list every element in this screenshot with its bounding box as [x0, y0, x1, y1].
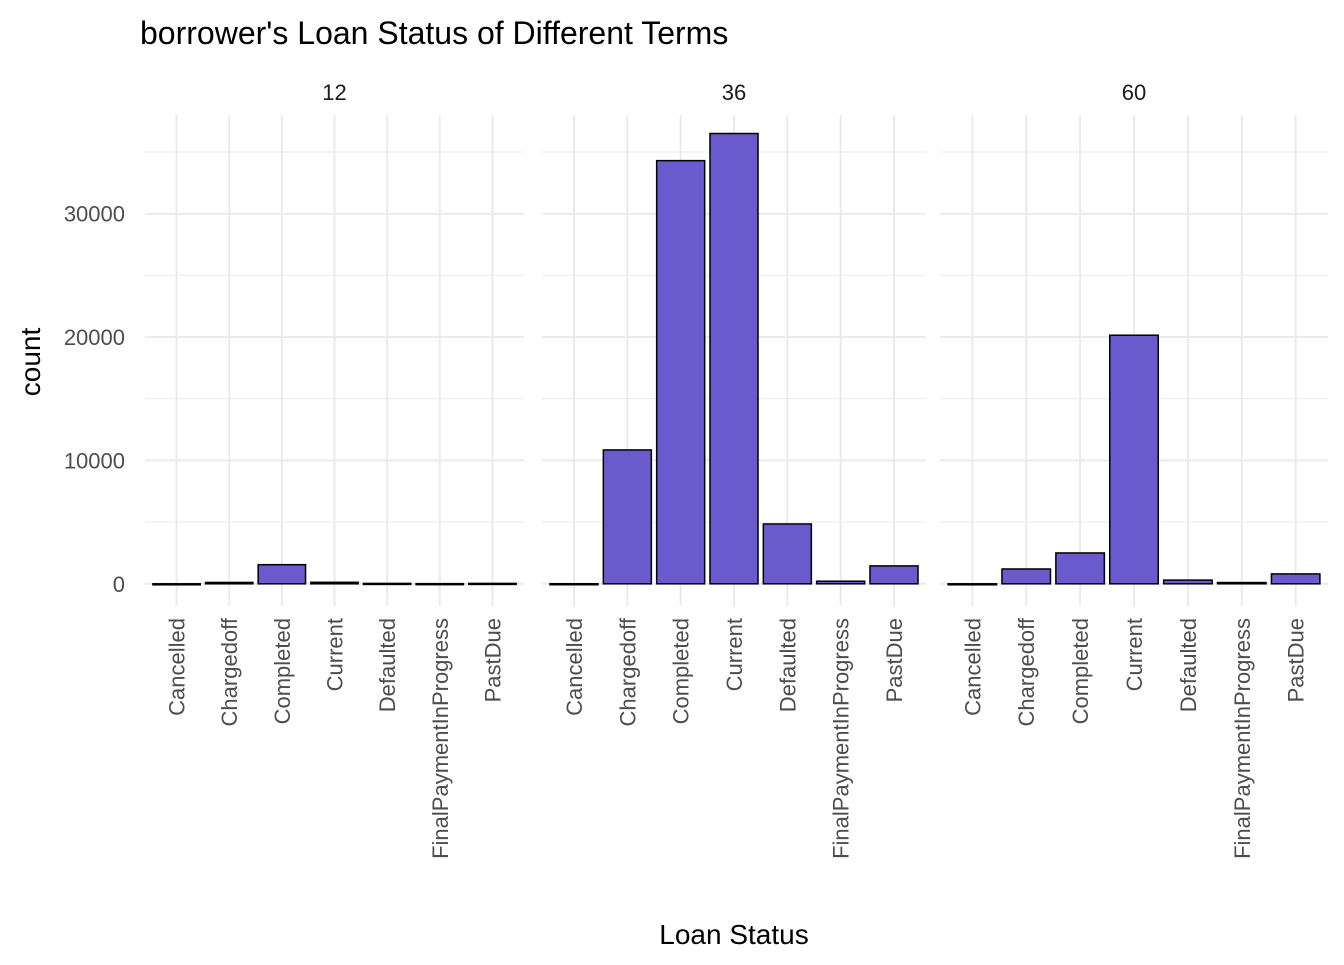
bar-completed	[257, 563, 307, 585]
bar-current	[310, 581, 359, 585]
bar-cancelled	[947, 583, 998, 586]
x-tick-label: Chargedoff	[217, 617, 242, 726]
x-tick-label: Completed	[669, 618, 694, 724]
facet-panel-60: 60 Cancelled Chargedoff Completed Current Def…	[940, 80, 1328, 859]
x-tick-label: PastDue	[882, 618, 907, 702]
bar-completed	[655, 159, 706, 585]
bar-chargedoff	[602, 449, 653, 585]
x-tick-label: Defaulted	[775, 618, 800, 712]
x-tick-label: Current	[1122, 618, 1147, 691]
bar-defaulted	[762, 523, 813, 585]
x-tick-label: FinalPaymentInProgress	[1230, 618, 1255, 859]
facet-label: 12	[322, 80, 346, 105]
bar-pastdue	[869, 565, 919, 585]
x-tick-label: FinalPaymentInProgress	[829, 618, 854, 859]
bar-defaulted	[1162, 579, 1213, 585]
bar-defaulted	[362, 582, 412, 586]
y-tick-label: 30000	[64, 202, 125, 227]
y-tick-label: 20000	[64, 325, 125, 350]
bar-current	[1109, 334, 1159, 585]
chart-title: borrower's Loan Status of Different Term…	[140, 15, 728, 51]
x-tick-label: Cancelled	[165, 618, 190, 716]
x-tick-label: Completed	[1068, 618, 1093, 724]
x-tick-label: Defaulted	[1176, 618, 1201, 712]
y-axis: 0 10000 20000 30000	[64, 202, 125, 597]
bar-finalpaymentinprogress	[415, 582, 465, 586]
y-axis-title: count	[15, 328, 46, 397]
bar-pastdue	[1270, 573, 1321, 585]
x-tick-label: Completed	[270, 618, 295, 724]
facet-label: 36	[722, 80, 746, 105]
x-tick-label: Cancelled	[562, 618, 587, 716]
y-tick-label: 0	[113, 572, 125, 597]
facet-label: 60	[1122, 80, 1146, 105]
facet-panels: 12 Cancelled Chargedoff Completed Current Def…	[145, 80, 1328, 859]
bar-finalpaymentinprogress	[815, 580, 866, 585]
x-axis-title: Loan Status	[659, 919, 808, 950]
x-tick-label: Chargedoff	[615, 617, 640, 726]
bar-chargedoff	[1001, 568, 1052, 585]
x-tick-label: Chargedoff	[1014, 617, 1039, 726]
facet-panel-36: 36 Cancelled Chargedoff Completed Current Def…	[542, 80, 926, 859]
y-tick-label: 10000	[64, 448, 125, 473]
x-tick-label: PastDue	[1284, 618, 1309, 702]
x-tick-label: Cancelled	[960, 618, 985, 716]
bar-pastdue	[467, 582, 517, 586]
x-tick-label: Current	[323, 618, 348, 691]
bar-finalpaymentinprogress	[1216, 581, 1267, 585]
x-tick-label: Current	[722, 618, 747, 691]
bar-chargedoff	[204, 581, 254, 585]
facet-panel-12: 12 Cancelled Chargedoff Completed Current Def…	[145, 80, 524, 859]
bar-completed	[1055, 552, 1106, 585]
x-tick-label: PastDue	[480, 618, 505, 702]
bar-cancelled	[152, 583, 202, 586]
bar-cancelled	[549, 582, 599, 586]
bar-current	[709, 132, 759, 585]
x-tick-label: FinalPaymentInProgress	[428, 618, 453, 859]
x-tick-label: Defaulted	[375, 618, 400, 712]
